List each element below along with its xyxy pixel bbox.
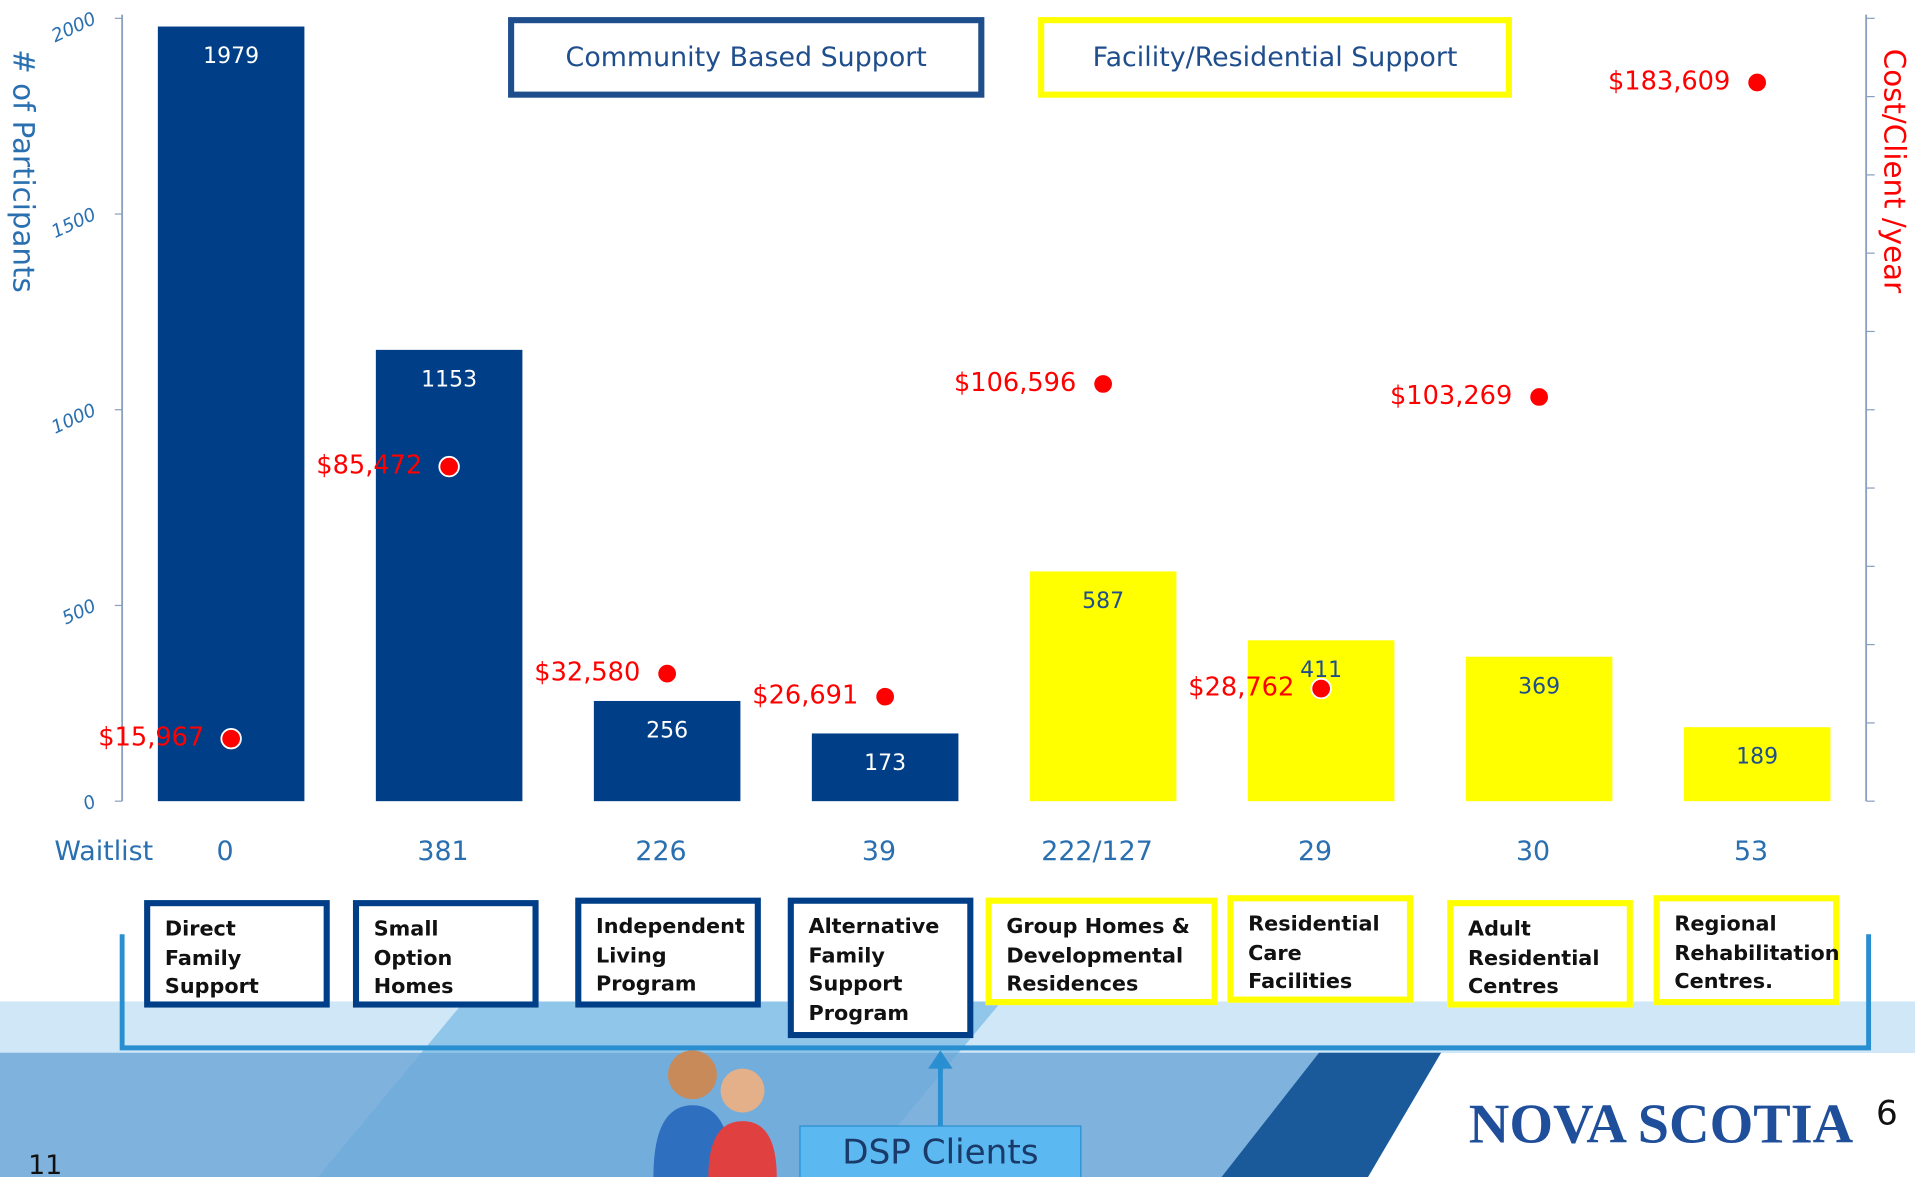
cost-label: $106,596: [954, 368, 1076, 398]
y2-axis-label: Cost/Client /year: [1878, 49, 1912, 294]
cost-label: $183,609: [1608, 66, 1730, 96]
bar-value-label: 189: [1736, 745, 1778, 770]
bar: [1247, 640, 1395, 802]
background-stripe: [1221, 1052, 1442, 1177]
group-header: Facility/Residential Support: [1038, 17, 1512, 98]
bracket: [119, 934, 1872, 1051]
bar: [1465, 656, 1613, 802]
category-label: Adult Residential Centres: [1447, 900, 1633, 1008]
bar: [811, 733, 959, 802]
cost-point: [1528, 386, 1550, 408]
waitlist-value: 53: [1734, 836, 1768, 867]
cost-label: $85,472: [316, 451, 422, 481]
bar-value-label: 1153: [421, 367, 477, 392]
logo: NOVA SCOTIA: [1469, 1094, 1854, 1156]
cost-point: [438, 455, 460, 478]
bar: [375, 349, 523, 802]
bar-value-label: 173: [864, 751, 906, 776]
y-tick-label: 0: [80, 791, 99, 815]
bar: [593, 700, 741, 802]
cost-point: [1092, 373, 1114, 395]
cost-label: $103,269: [1390, 381, 1512, 411]
waitlist-value: 39: [862, 836, 896, 867]
category-label: Small Option Homes: [352, 900, 539, 1008]
bar: [1683, 727, 1831, 802]
category-label: Direct Family Support: [144, 900, 330, 1008]
category-label: Alternative Family Support Program: [787, 897, 974, 1039]
y-tick-label: 1000: [48, 400, 99, 439]
logo-area: [1368, 1052, 1915, 1177]
cost-label: $15,967: [98, 723, 204, 753]
page-number: 11: [28, 1150, 62, 1177]
cost-label: $26,691: [752, 681, 858, 711]
cost-point: [656, 662, 678, 685]
page-number: 6: [1876, 1094, 1898, 1134]
y-tick-label: 2000: [48, 8, 99, 47]
category-label: Residential Care Facilities: [1227, 895, 1414, 1003]
category-label: Independent Living Program: [575, 897, 761, 1008]
waitlist-value: 0: [216, 836, 233, 867]
footer-box: [799, 1125, 1082, 1177]
people-icon: [653, 1050, 777, 1177]
footer-label: DSP Clients: [842, 1133, 1038, 1173]
y-tick-label: 1500: [48, 204, 99, 243]
bar-value-label: 1979: [203, 44, 259, 69]
waitlist-value: 30: [1516, 836, 1550, 867]
bar-value-label: 256: [646, 719, 688, 744]
waitlist-value: 226: [635, 836, 686, 867]
y-axis-label: # of Participants: [6, 49, 40, 293]
bar: [1029, 571, 1177, 802]
category-label: Regional Rehabilitation Centres.: [1653, 895, 1840, 1006]
bar: [157, 26, 305, 802]
category-label: Group Homes & Developmental Residences: [985, 897, 1218, 1006]
cost-point: [1310, 677, 1332, 700]
group-header: Community Based Support: [508, 17, 985, 98]
waitlist-value: 29: [1298, 836, 1332, 867]
bar-value-label: 369: [1518, 674, 1560, 699]
cost-label: $28,762: [1188, 673, 1294, 703]
cost-label: $32,580: [534, 658, 640, 688]
arrow-head: [928, 1050, 953, 1069]
waitlist-value: 222/127: [1041, 836, 1153, 867]
bar-value-label: 587: [1082, 589, 1124, 614]
waitlist-value: 381: [417, 836, 468, 867]
cost-point: [1746, 71, 1768, 94]
y-tick-label: 500: [59, 595, 100, 629]
cost-point: [874, 686, 896, 708]
cost-point: [220, 727, 242, 750]
waitlist-label: Waitlist: [54, 836, 153, 867]
